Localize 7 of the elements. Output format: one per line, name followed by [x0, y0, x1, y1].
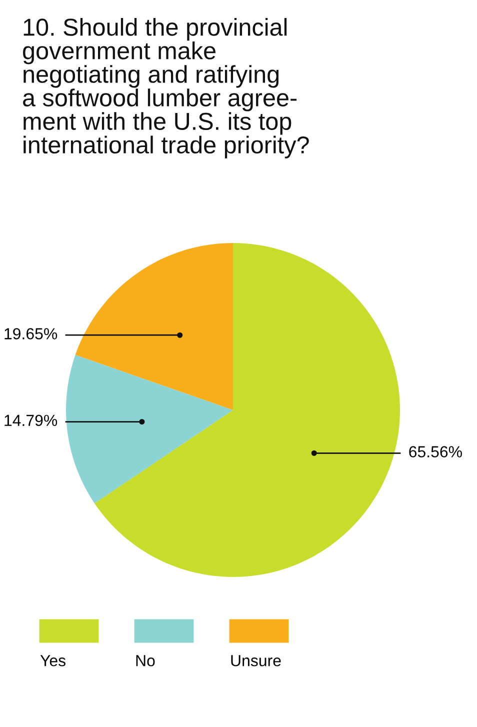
legend-label: No — [136, 655, 155, 666]
data-label: 19.65% — [4, 328, 58, 340]
data-label: 65.56% — [409, 446, 462, 458]
data-label: 14.79% — [4, 414, 58, 426]
legend-label: Yes — [40, 655, 66, 666]
legend-label: Unsure — [231, 655, 281, 666]
chart-title: 10. Should the provincial government make negotiating and ratifying a softwood lumber agree- ment with the U.S. its top international trade priority? — [23, 18, 309, 158]
